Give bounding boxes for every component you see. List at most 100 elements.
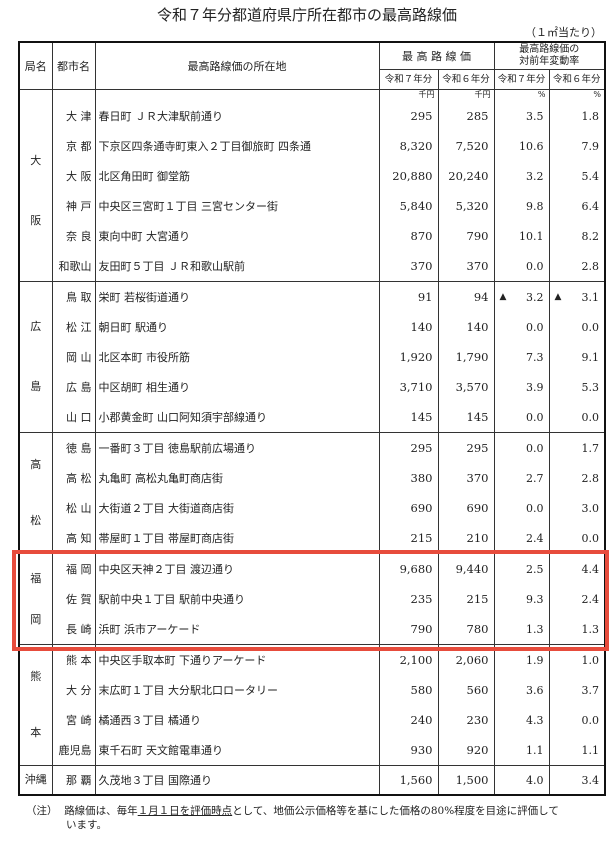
location: 浜町 浜市アーケード (94, 614, 380, 645)
city-name: 大 分 (51, 675, 96, 705)
rate-value: 4.3 (526, 713, 544, 727)
city-name: 京 都 (51, 131, 96, 161)
table-row: 宮 崎橘通西３丁目 橘通り 240 230 4.3 0.0 (19, 705, 606, 735)
rate-r6: 2.8 (548, 251, 606, 282)
table-row: 松 山大街道２丁目 大街道商店街 690 690 0.0 3.0 (19, 493, 606, 523)
footnote-line2: います。 (66, 819, 107, 831)
city-name: 岡 山 (51, 342, 96, 372)
price-r7: 870 (378, 221, 439, 251)
table-row: 大阪大 津春日町 ＪＲ大津駅前通り 295 285 3.5 1.8 (18, 101, 606, 282)
rate-r7: 3.9 (493, 372, 550, 402)
location: 下京区四条通寺町東入２丁目御旅町 四条通 (94, 131, 380, 161)
price-r7: 3,710 (378, 372, 439, 402)
table-row: 福岡福 岡中央区天神２丁目 渡辺通り 9,680 9,440 2.5 4.4 (18, 553, 606, 645)
price-r6: 210 (437, 523, 495, 554)
header-price: 最 高 路 線 価 (378, 42, 495, 70)
rate-value: 3.0 (581, 501, 600, 515)
header-rate-r7: 令和７年分 (493, 69, 550, 90)
price-r7: 580 (378, 675, 439, 705)
city-name: 長 崎 (51, 614, 96, 645)
bureau-name: 阪 (30, 214, 42, 227)
price-r6: 20,240 (437, 161, 495, 191)
location: 橘通西３丁目 橘通り (94, 705, 380, 735)
city-name: 大 津 (51, 101, 96, 131)
table-row: 広島鳥 取栄町 若桜街道通り 91 94 ▲ 3.2 ▲ 3.1 (18, 281, 606, 433)
location: 丸亀町 高松丸亀町商店街 (94, 463, 380, 493)
price-r7: 140 (378, 312, 439, 342)
units-blank (18, 89, 53, 101)
price-r6: 140 (437, 312, 495, 342)
unit-label: 千円 (378, 89, 439, 101)
rate-value: 0.0 (581, 320, 600, 334)
price-r6: 9,440 (437, 553, 495, 584)
location: 中央区三宮町１丁目 三宮センター街 (94, 191, 380, 221)
city-name: 松 江 (51, 312, 96, 342)
location: 朝日町 駅通り (94, 312, 380, 342)
table-row: 広 島中区胡町 相生通り 3,710 3,570 3.9 5.3 (19, 372, 606, 402)
price-r7: 240 (378, 705, 439, 735)
rate-r6: 2.4 (548, 584, 606, 614)
page-title: 令和７年分都道府県庁所在都市の最高路線価 (156, 6, 457, 24)
price-r7: 91 (378, 281, 439, 312)
rate-r6: 0.0 (548, 402, 606, 433)
price-r6: 230 (437, 705, 495, 735)
price-r6: 1,790 (437, 342, 495, 372)
location: 久茂地３丁目 国際通り (94, 765, 380, 796)
rate-r6: ▲ 3.1 (548, 281, 606, 312)
rate-r6: 4.4 (548, 553, 606, 584)
table-row: 佐 賀駅前中央１丁目 駅前中央通り 235 215 9.3 2.4 (19, 584, 606, 614)
rate-value: 2.4 (526, 531, 544, 545)
rate-r7: 2.5 (493, 553, 550, 584)
location: 中区胡町 相生通り (94, 372, 380, 402)
rate-value: 2.8 (581, 471, 600, 485)
location: 駅前中央１丁目 駅前中央通り (94, 584, 380, 614)
table-row: 鹿児島 東千石町 天文館電車通り 930 920 1.1 1.1 (19, 735, 606, 766)
rate-value: 9.1 (581, 350, 600, 364)
price-r6: 285 (437, 101, 495, 131)
negative-marker-icon: ▲ (499, 291, 507, 302)
location: 大街道２丁目 大街道商店街 (94, 493, 380, 523)
rate-r7: 4.3 (493, 705, 550, 735)
location: 中央区手取本町 下通りアーケード (94, 644, 380, 675)
rate-value: 0.0 (581, 713, 600, 727)
bureau-name: 岡 (30, 613, 42, 626)
city-name: 奈 良 (51, 221, 96, 251)
rate-value: 1.3 (581, 622, 600, 636)
rate-value: 3.2 (526, 290, 544, 304)
header-price-r7: 令和７年分 (378, 69, 439, 90)
price-r6: 1,500 (437, 765, 495, 796)
rate-value: 5.4 (581, 169, 600, 183)
price-r7: 380 (378, 463, 439, 493)
price-r7: 370 (378, 251, 439, 282)
city-name: 広 島 (51, 372, 96, 402)
rate-value: 4.4 (581, 562, 600, 576)
location: 末広町１丁目 大分駅北口ロータリー (94, 675, 380, 705)
table-row: 長 崎浜町 浜市アーケード 790 780 1.3 1.3 (19, 614, 606, 645)
city-name: 和歌山 (51, 251, 96, 282)
rate-value: 2.4 (581, 592, 600, 606)
bureau-cell: 大阪 (18, 101, 53, 282)
table-row: 大 分末広町１丁目 大分駅北口ロータリー 580 560 3.6 3.7 (19, 675, 606, 705)
price-r6: 145 (437, 402, 495, 433)
rate-r7: 9.8 (493, 191, 550, 221)
rate-value: 0.0 (526, 441, 544, 455)
rate-value: 0.0 (581, 410, 600, 424)
rate-r6: 3.7 (548, 675, 606, 705)
city-name: 山 口 (51, 402, 96, 433)
rate-r7: 1.1 (493, 735, 550, 766)
rate-value: 1.9 (526, 653, 544, 667)
city-name: 鹿児島 (51, 735, 96, 766)
rate-r6: 1.0 (548, 644, 606, 675)
rate-value: 6.4 (581, 199, 600, 213)
rate-value: 3.7 (581, 683, 600, 697)
city-name: 高 知 (51, 523, 96, 554)
price-r6: 5,320 (437, 191, 495, 221)
table-row: 高松徳 島一番町３丁目 徳島駅前広場通り 295 295 0.0 1.7 (18, 432, 606, 554)
rate-value: 9.3 (526, 592, 544, 606)
location: 小郡黄金町 山口阿知須宇部線通り (94, 402, 380, 433)
table-row: 高 知帯屋町１丁目 帯屋町商店街 215 210 2.4 0.0 (19, 523, 606, 554)
rate-value: 1.3 (526, 622, 544, 636)
price-r6: 560 (437, 675, 495, 705)
rate-value: 3.2 (526, 169, 544, 183)
location: 中央区天神２丁目 渡辺通り (94, 553, 380, 584)
